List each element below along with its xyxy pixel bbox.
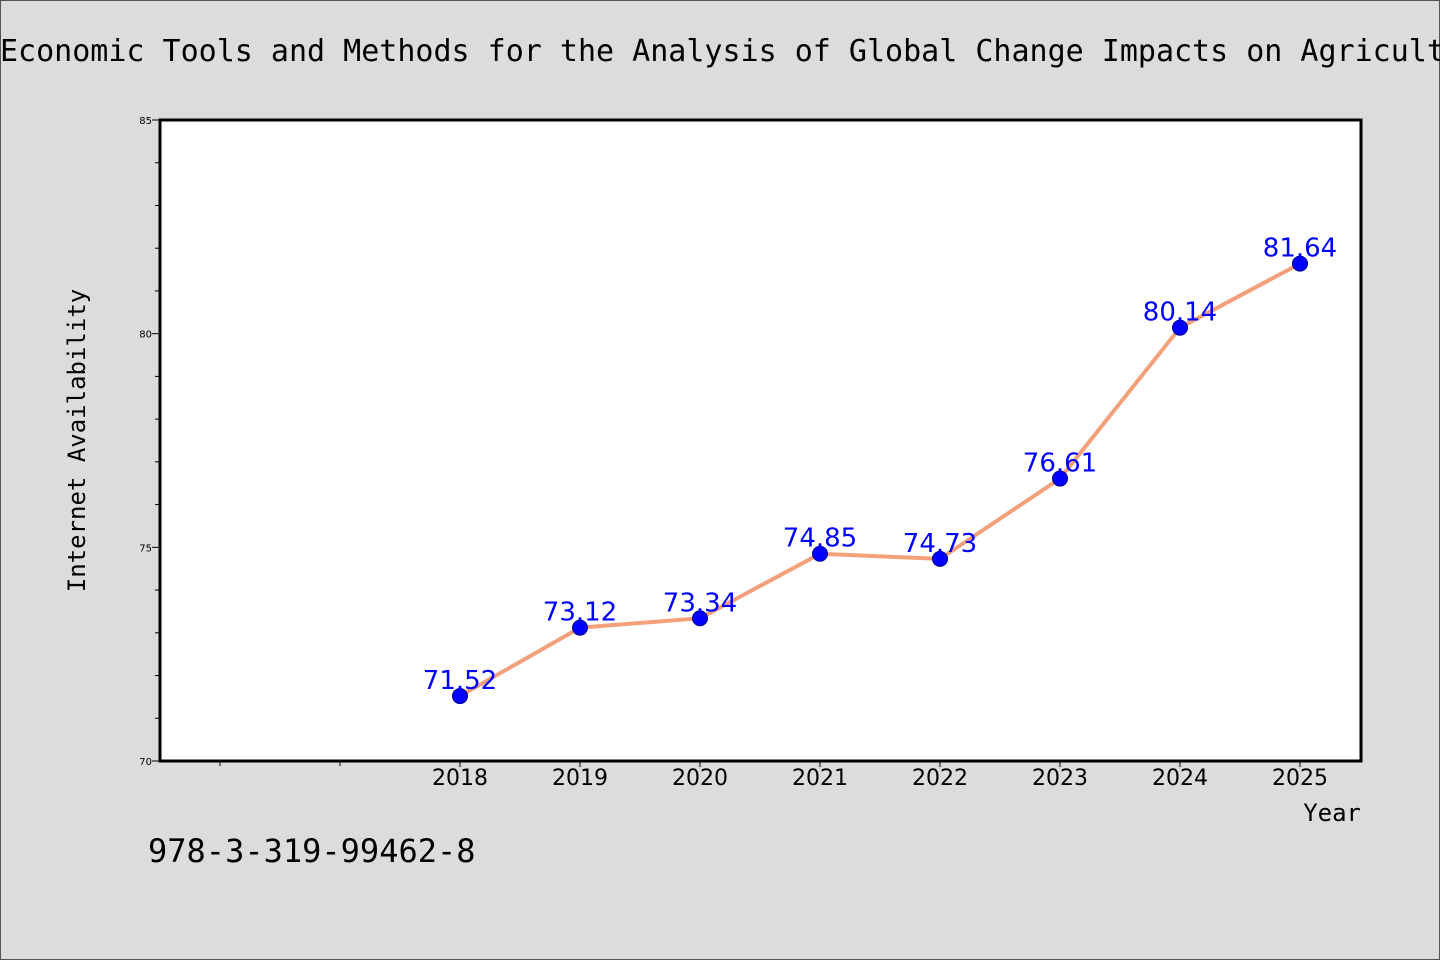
data-point (932, 550, 948, 567)
data-label: 71.52 (423, 666, 497, 696)
x-tick-label: 2022 (912, 766, 968, 791)
x-tick-label: 2021 (792, 766, 848, 791)
y-tick-label: 75 (139, 543, 152, 554)
data-point (452, 688, 468, 705)
data-point (1292, 255, 1308, 272)
data-point (692, 610, 708, 627)
y-tick-label: 80 (139, 330, 152, 341)
isbn-text: 978-3-319-99462-8 (148, 832, 476, 870)
y-tick-label: 70 (139, 757, 152, 768)
data-label: 73.12 (543, 598, 617, 628)
data-label: 76.61 (1023, 449, 1097, 479)
x-tick-label: 2019 (552, 766, 608, 791)
x-tick-label: 2025 (1272, 766, 1328, 791)
data-point (1052, 470, 1068, 487)
data-label: 74.73 (903, 529, 977, 559)
y-axis-label: Internet Availability (63, 289, 91, 592)
series-line (458, 261, 1302, 699)
data-label: 81.64 (1263, 234, 1337, 264)
x-tick-label: 2018 (432, 766, 488, 791)
data-label: 80.14 (1143, 298, 1217, 328)
x-axis-label: Year (1303, 799, 1361, 827)
x-tick-label: 2024 (1152, 766, 1208, 791)
x-tick-label: 2023 (1032, 766, 1088, 791)
data-point (572, 619, 588, 636)
data-label: 74.85 (783, 524, 857, 554)
plot-area (160, 120, 1361, 761)
data-point (1172, 319, 1188, 336)
data-point (812, 545, 828, 562)
y-tick-label: 85 (139, 116, 152, 127)
chart-title: Economic Tools and Methods for the Analy… (0, 34, 1440, 69)
plot-frame (158, 118, 1363, 763)
data-label: 73.34 (663, 588, 737, 618)
x-tick-label: 2020 (672, 766, 728, 791)
